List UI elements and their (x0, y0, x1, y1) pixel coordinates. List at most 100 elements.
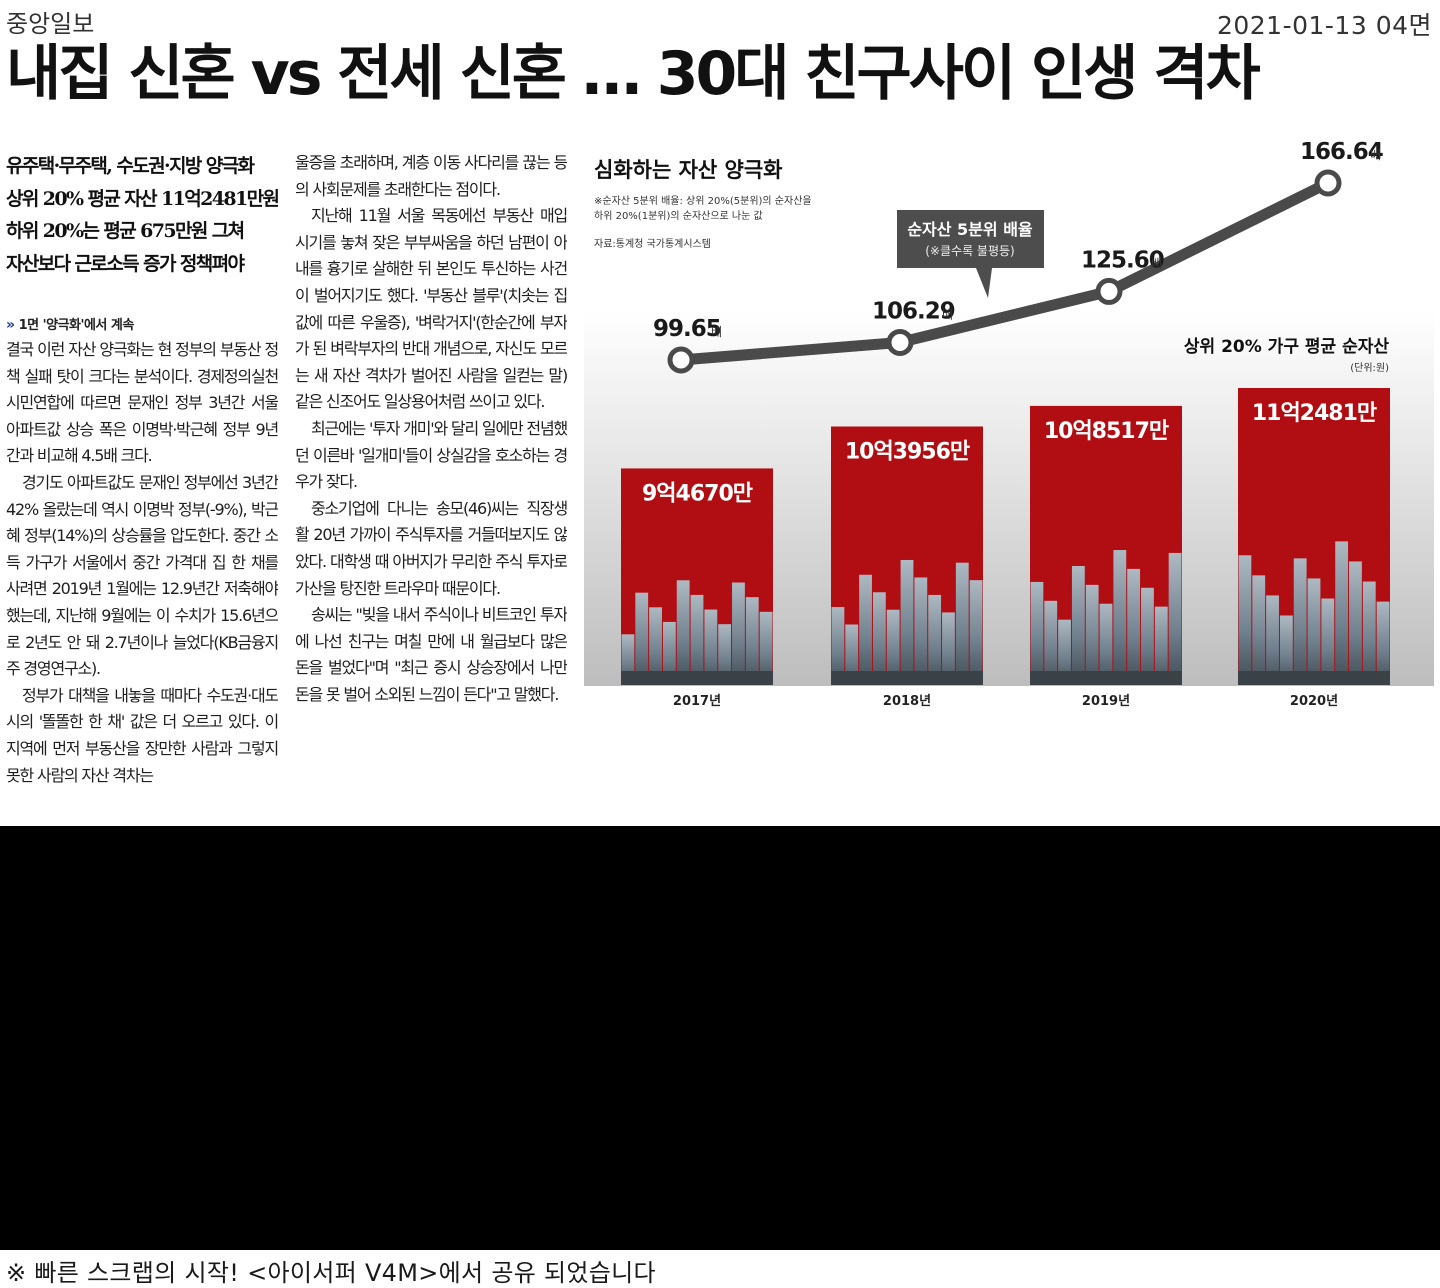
redacted-area (0, 826, 1440, 1250)
paragraph: 송씨는 "빚을 내서 주식이나 비트코인 투자에 나선 친구는 며칠 만에 내 … (295, 605, 567, 704)
callout-subtitle: (※클수록 불평등) (925, 244, 1014, 258)
paragraph: 중소기업에 다니는 송모(46)씨는 직장생활 20년 가까이 주식투자를 거들… (295, 498, 567, 598)
city-building (1030, 581, 1044, 685)
infographic-chart: 심화하는 자산 양극화 ※순자산 5분위 배율: 상위 20%(5분위)의 순자… (584, 139, 1434, 709)
city-building (1085, 584, 1099, 685)
city-building (1321, 598, 1335, 685)
year-tick-label: 2017년 (673, 694, 721, 709)
city-building (759, 611, 773, 685)
city-ground (621, 671, 773, 685)
paragraph: 지난해 11월 서울 목동에선 부동산 매입 시기를 놓쳐 잦은 부부싸움을 하… (295, 206, 567, 412)
infographic-title: 심화하는 자산 양극화 (594, 158, 783, 182)
city-building (676, 580, 690, 685)
city-building (914, 577, 928, 685)
share-footer: ※ 빠른 스크랩의 시작! <아이서퍼 V4M>에서 공유 되었습니다 (6, 1259, 656, 1287)
paragraph: 결국 이런 자산 양극화는 현 정부의 부동산 정책 실패 탓이 크다는 분석이… (6, 340, 278, 466)
city-building (928, 594, 942, 685)
line-value-label: 125.60 (1081, 247, 1164, 273)
subheadline-block: 유주택·무주택, 수도권·지방 양극화 상위 20% 평균 자산 11억2481… (6, 150, 278, 280)
city-ground (831, 671, 983, 685)
city-building (1349, 561, 1362, 685)
line-unit-label: 배 (1370, 148, 1381, 162)
city-building (1335, 541, 1349, 685)
city-building (1266, 595, 1279, 685)
city-building (1127, 568, 1141, 685)
issue-date: 2021-01-13 04면 (1216, 11, 1432, 40)
line-unit-label: 배 (942, 307, 953, 321)
city-building (1099, 603, 1113, 685)
city-building (745, 597, 759, 685)
continued-label: 1면 '양극화'에서 계속 (18, 318, 135, 333)
subheadline-line: 상위 20% 평균 자산 11억2481만원 (6, 187, 278, 210)
city-building (1168, 552, 1182, 685)
year-tick-label: 2020년 (1290, 694, 1338, 709)
city-building (1058, 619, 1071, 685)
continued-marker: » 1면 '양극화'에서 계속 (6, 314, 278, 333)
paragraph: 최근에는 '투자 개미'와 달리 일에만 전념했던 이른바 '일개미'들이 상실… (295, 418, 567, 492)
paragraph: 정부가 대책을 내놓을 때마다 수도권·대도시의 '똘똘한 한 채' 값은 더 … (6, 685, 278, 785)
city-building (1279, 615, 1293, 685)
line-point (886, 328, 914, 356)
double-chevron-right-icon: » (6, 317, 15, 333)
article-column-1: 유주택·무주택, 수도권·지방 양극화 상위 20% 평균 자산 11억2481… (6, 148, 278, 826)
city-building (1238, 555, 1252, 685)
callout-pointer (976, 268, 992, 298)
subheadline-line: 유주택·무주택, 수도권·지방 양극화 (6, 155, 255, 177)
city-building (900, 559, 914, 685)
bar-value-label: 9억4670만 (642, 481, 753, 506)
city-building (1252, 575, 1266, 685)
year-tick-label: 2018년 (883, 694, 931, 709)
bar-series-title: 상위 20% 가구 평균 순자산 (1184, 337, 1389, 357)
city-building (955, 562, 969, 685)
city-building (1307, 578, 1321, 685)
line-unit-label: 배 (1151, 256, 1162, 270)
city-building (649, 607, 662, 685)
city-building (859, 574, 872, 685)
line-unit-label: 배 (711, 325, 722, 339)
bar-value-label: 10억8517만 (1044, 419, 1169, 444)
infographic-source: 자료:통계청 국가통계시스템 (594, 238, 711, 250)
city-ground (1238, 671, 1390, 685)
line-point (667, 346, 695, 374)
city-building (1362, 581, 1376, 685)
city-building (969, 580, 983, 685)
asset-polarization-infographic: 심화하는 자산 양극화 ※순자산 5분위 배율: 상위 20%(5분위)의 순자… (584, 130, 1434, 710)
city-building (718, 624, 732, 685)
city-building (845, 624, 859, 685)
infographic-note: ※순자산 5분위 배율: 상위 20%(5분위)의 순자산을 (594, 194, 812, 207)
column-2-text: 울증을 초래하며, 계층 이동 사다리를 끊는 등의 사회문제를 초래한다는 점… (295, 150, 567, 708)
city-building (690, 594, 704, 685)
column-1-text: 결국 이런 자산 양극화는 현 정부의 부동산 정책 실패 탓이 크다는 분석이… (6, 337, 278, 789)
year-tick-label: 2019년 (1082, 694, 1130, 709)
callout-title: 순자산 5분위 배율 (907, 220, 1033, 239)
subheadline-line: 하위 20%는 평균 675만원 그쳐 (6, 220, 245, 242)
paragraph: 경기도 아파트값도 문재인 정부에선 3년간 42% 올랐는데 역시 이명박 정… (6, 472, 278, 679)
city-building (732, 582, 745, 685)
line-path (675, 177, 1334, 366)
line-point (1095, 277, 1123, 305)
city-building (1141, 587, 1154, 685)
article-column-2: 울증을 초래하며, 계층 이동 사다리를 끊는 등의 사회문제를 초래한다는 점… (295, 148, 567, 826)
city-building (942, 612, 955, 685)
line-value-label: 99.65 (653, 316, 721, 342)
line-value-label: 166.64 (1300, 139, 1383, 165)
city-building (872, 592, 886, 685)
city-building (1044, 600, 1058, 685)
city-building (704, 609, 718, 685)
city-building (886, 609, 900, 685)
bar-unit-label: (단위:원) (1350, 361, 1389, 374)
city-building (1113, 550, 1127, 685)
callout-box (897, 210, 1044, 268)
city-building (1154, 606, 1168, 685)
infographic-note: 하위 20%(1분위)의 순자산으로 나눈 값 (594, 209, 763, 222)
publisher-name: 중앙일보 (6, 10, 95, 38)
headline: 내집 신혼 vs 전세 신혼 … 30대 친구사이 인생 격차 (6, 39, 1261, 109)
line-point (1314, 169, 1342, 197)
city-building (635, 592, 649, 685)
article-body: 유주택·무주택, 수도권·지방 양극화 상위 20% 평균 자산 11억2481… (0, 148, 1440, 826)
bar-group: 9억4670만 2017년 10억3956만 2018년 10억8517만 2019년 11… (621, 388, 1390, 709)
city-building (1071, 565, 1085, 685)
subheadline-line: 자산보다 근로소득 증가 정책펴야 (6, 252, 245, 275)
city-building (1376, 601, 1390, 685)
